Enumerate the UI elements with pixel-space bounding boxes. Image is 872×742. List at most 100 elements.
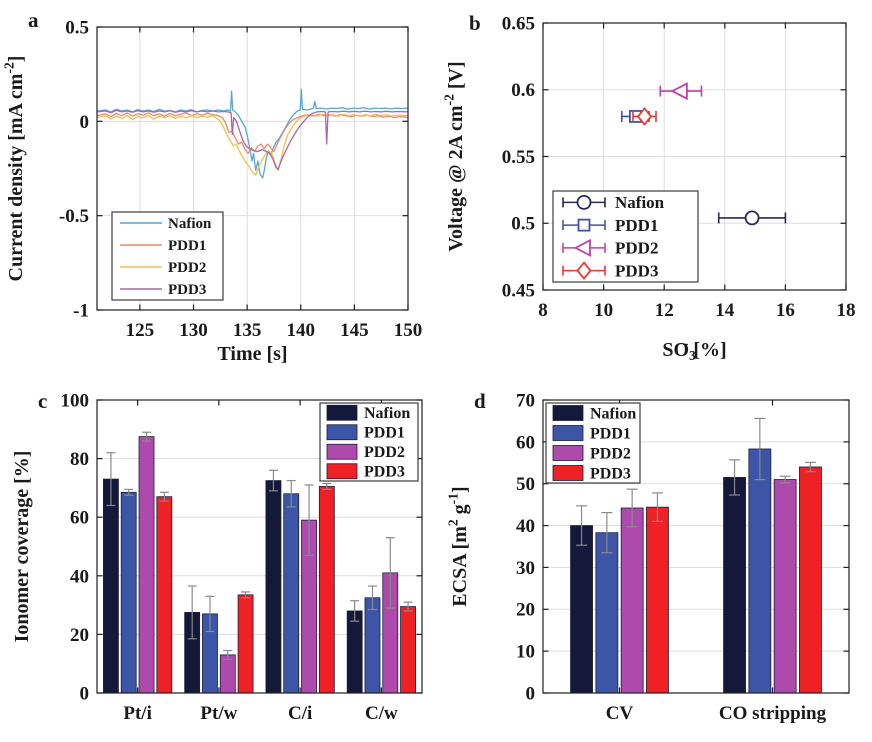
error-bars-pdd1 bbox=[601, 417, 766, 554]
legend-patch-sample bbox=[552, 405, 584, 421]
chart-svg-a: 125 130 135 140 145 150 -1 -0.5 0 0.5 Time [s] Curr… bbox=[2, 8, 423, 365]
marker-circle-icon bbox=[576, 194, 592, 210]
y-tick-label: 0 bbox=[526, 683, 536, 704]
series-line-nafion bbox=[97, 88, 408, 179]
y-tick-label: 30 bbox=[516, 558, 535, 579]
y-tick-label: 40 bbox=[516, 516, 535, 537]
x-tick-label: 150 bbox=[394, 320, 423, 341]
legend-entry: PDD3 bbox=[120, 282, 206, 298]
legend-label: PDD1 bbox=[364, 425, 405, 442]
bar bbox=[237, 594, 254, 694]
legend-entry: Nafion bbox=[120, 216, 212, 232]
bar bbox=[620, 507, 644, 694]
y-tick-label: 0 bbox=[80, 112, 90, 133]
legend-entry: PDD1 bbox=[552, 425, 631, 442]
data-point-pdd3 bbox=[632, 107, 657, 126]
y-tick-label: 20 bbox=[70, 625, 89, 646]
legend-label: Nafion bbox=[168, 216, 212, 232]
y-tick-label: 10 bbox=[516, 642, 535, 663]
panel-b-voltage-vs-so3-scatter-chart: 8 10 12 14 16 18 0.45 0.5 0.55 0.6 0.65 SO3- [%] Vol… bbox=[436, 0, 872, 371]
tick-labels: 8 10 12 14 16 18 0.45 0.5 0.55 0.6 0.65 bbox=[502, 13, 856, 321]
y-axis-label: ECSA [m2 g-1] bbox=[446, 486, 471, 606]
legend-label: PDD1 bbox=[615, 216, 658, 235]
y-tick-label: 60 bbox=[516, 432, 535, 453]
bar-series-pdd1 bbox=[120, 491, 381, 694]
x-tick-label: 135 bbox=[233, 320, 262, 341]
legend-box bbox=[111, 211, 224, 301]
legend-patch-sample bbox=[326, 404, 358, 421]
y-tick-label: 0.65 bbox=[502, 13, 535, 34]
marker-triangle-left-icon bbox=[670, 82, 688, 101]
legend-patch-sample bbox=[552, 465, 584, 481]
bar bbox=[595, 532, 619, 694]
y-tick-label: 20 bbox=[516, 600, 535, 621]
legend-patch-sample bbox=[326, 424, 358, 441]
legend-entry: PDD3 bbox=[552, 465, 631, 482]
legend: Nafion PDD1 PDD2 PDD3 bbox=[545, 402, 641, 484]
tick-labels: Pt/i Pt/w C/i C/w 0 20 40 60 80 100 bbox=[61, 390, 399, 724]
legend-entry: Nafion bbox=[326, 404, 410, 422]
legend-label: Nafion bbox=[590, 405, 636, 422]
series-line-pdd3 bbox=[97, 109, 408, 171]
legend-entry: PDD2 bbox=[552, 445, 631, 462]
x-tick-label: 145 bbox=[340, 320, 369, 341]
plot-box bbox=[96, 399, 423, 694]
marker-circle-icon bbox=[744, 210, 760, 226]
y-tick-label: 0.5 bbox=[511, 214, 535, 235]
x-tick-label: 18 bbox=[837, 300, 856, 321]
plot-content bbox=[97, 88, 408, 179]
y-axis-label: Ionomer coverage [%] bbox=[11, 451, 33, 643]
x-tick-label: 8 bbox=[538, 300, 548, 321]
panel-d-ecsa-bar-chart: CV CO stripping 0 10 20 30 40 50 60 70 ECSA [m2 g-… bbox=[436, 371, 872, 742]
legend-entry: PDD2 bbox=[120, 260, 206, 276]
legend-entry: Nafion bbox=[552, 405, 636, 422]
bar-series-nafion bbox=[103, 478, 363, 694]
category-label: C/w bbox=[365, 703, 398, 724]
plot-content bbox=[620, 82, 787, 226]
data-point-nafion bbox=[717, 210, 787, 226]
bar bbox=[400, 606, 416, 694]
bar bbox=[283, 493, 300, 694]
plot-box bbox=[542, 399, 850, 694]
x-tick-label: 125 bbox=[126, 320, 155, 341]
legend-entry: PDD2 bbox=[326, 443, 405, 461]
y-tick-label: 0.5 bbox=[65, 17, 89, 38]
legend-entry: PDD2 bbox=[562, 239, 658, 258]
tick-labels: CV CO stripping 0 10 20 30 40 50 60 70 bbox=[516, 390, 827, 724]
bar bbox=[748, 448, 772, 694]
legend-entry: Nafion bbox=[562, 193, 665, 212]
error-bars-pdd3 bbox=[159, 482, 413, 612]
legend-patch-sample bbox=[552, 425, 584, 441]
y-tick-label: 0.6 bbox=[511, 80, 535, 101]
error-bars-pdd1 bbox=[124, 479, 377, 633]
y-tick-label: 50 bbox=[516, 474, 535, 495]
legend: Nafion PDD1 PDD2 PDD3 bbox=[111, 211, 224, 301]
plot-box bbox=[96, 26, 409, 311]
tick-labels: 125 130 135 140 145 150 -1 -0.5 0 0.5 bbox=[59, 17, 422, 341]
y-tick-label: 100 bbox=[61, 390, 90, 411]
chart-svg-b: 8 10 12 14 16 18 0.45 0.5 0.55 0.6 0.65 SO3- [%] Vol… bbox=[442, 11, 856, 363]
legend-patch-sample bbox=[552, 445, 584, 461]
bar bbox=[723, 477, 746, 694]
x-tick-label: 10 bbox=[594, 300, 613, 321]
legend-label: Nafion bbox=[615, 193, 665, 212]
x-tick-label: 12 bbox=[655, 300, 674, 321]
legend-entry: PDD3 bbox=[562, 261, 658, 280]
x-tick-label: 16 bbox=[776, 300, 795, 321]
bar bbox=[773, 479, 797, 694]
bar-series-pdd3 bbox=[156, 486, 416, 694]
axes bbox=[542, 22, 847, 291]
marker-square-icon bbox=[577, 218, 591, 232]
x-tick-label: 130 bbox=[179, 320, 208, 341]
x-axis-label: SO3- [%] bbox=[662, 336, 726, 363]
bar-series-pdd3 bbox=[646, 466, 822, 694]
panel-letter-c: c bbox=[38, 389, 47, 413]
legend: Nafion PDD1 PDD2 PDD3 bbox=[319, 402, 419, 482]
legend-label: PDD3 bbox=[168, 282, 206, 298]
panel-c-ionomer-coverage-bar-chart: Pt/i Pt/w C/i C/w 0 20 40 60 80 100 Ionomer covera… bbox=[0, 371, 436, 742]
legend-label: PDD2 bbox=[590, 445, 631, 462]
category-label: C/i bbox=[288, 703, 312, 724]
error-bars-pdd3 bbox=[651, 461, 816, 522]
error-bars-nafion bbox=[576, 459, 741, 546]
